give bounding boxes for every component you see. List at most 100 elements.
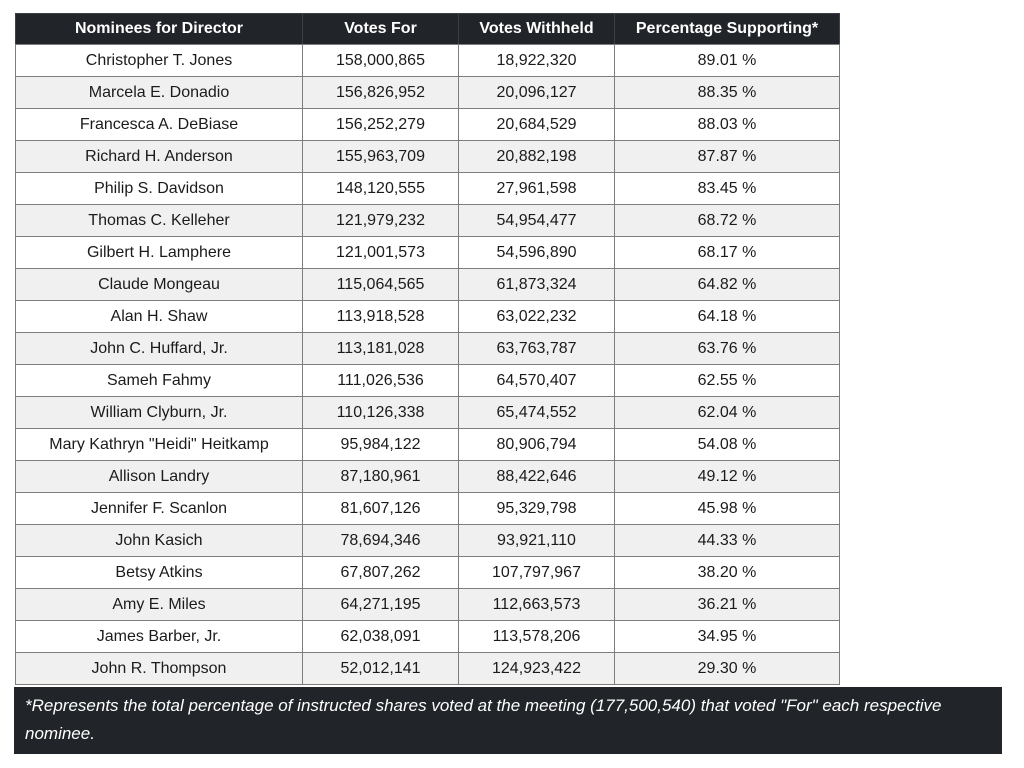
votes-withheld-cell: 54,596,890 — [458, 236, 615, 269]
votes-withheld-cell: 18,922,320 — [458, 44, 615, 77]
column-header-nominees: Nominees for Director — [15, 13, 303, 45]
votes-for-cell: 81,607,126 — [302, 492, 459, 525]
nominee-name-cell: Gilbert H. Lamphere — [15, 236, 303, 269]
table-row: Gilbert H. Lamphere 121,001,573 54,596,890… — [15, 236, 840, 269]
nominee-name-cell: William Clyburn, Jr. — [15, 396, 303, 429]
nominee-name-cell: Alan H. Shaw — [15, 300, 303, 333]
percentage-supporting-cell: 44.33 % — [614, 524, 840, 557]
table-row: Allison Landry 87,180,961 88,422,646 49.12 … — [15, 460, 840, 493]
percentage-supporting-cell: 87.87 % — [614, 140, 840, 173]
votes-withheld-cell: 20,684,529 — [458, 108, 615, 141]
votes-withheld-cell: 64,570,407 — [458, 364, 615, 397]
table-row: Amy E. Miles 64,271,195 112,663,573 36.21 % — [15, 588, 840, 621]
table-row: James Barber, Jr. 62,038,091 113,578,206 34… — [15, 620, 840, 653]
percentage-supporting-cell: 54.08 % — [614, 428, 840, 461]
table-header-row: Nominees for Director Votes For Votes Wi… — [15, 13, 840, 45]
votes-withheld-cell: 20,882,198 — [458, 140, 615, 173]
table-row: Christopher T. Jones 158,000,865 18,922,32… — [15, 44, 840, 77]
votes-withheld-cell: 95,329,798 — [458, 492, 615, 525]
votes-withheld-cell: 27,961,598 — [458, 172, 615, 205]
votes-withheld-cell: 61,873,324 — [458, 268, 615, 301]
nominee-name-cell: Sameh Fahmy — [15, 364, 303, 397]
table-row: Francesca A. DeBiase 156,252,279 20,684,52… — [15, 108, 840, 141]
nominee-name-cell: John R. Thompson — [15, 652, 303, 685]
table-row: John C. Huffard, Jr. 113,181,028 63,763,78… — [15, 332, 840, 365]
column-header-votes-for: Votes For — [302, 13, 459, 45]
votes-for-cell: 158,000,865 — [302, 44, 459, 77]
table-row: Thomas C. Kelleher 121,979,232 54,954,477 6… — [15, 204, 840, 237]
votes-for-cell: 148,120,555 — [302, 172, 459, 205]
votes-withheld-cell: 80,906,794 — [458, 428, 615, 461]
table-row: Marcela E. Donadio 156,826,952 20,096,127 8… — [15, 76, 840, 109]
votes-for-cell: 67,807,262 — [302, 556, 459, 589]
table-row: William Clyburn, Jr. 110,126,338 65,474,55… — [15, 396, 840, 429]
percentage-supporting-cell: 88.35 % — [614, 76, 840, 109]
percentage-supporting-cell: 64.18 % — [614, 300, 840, 333]
table-row: Betsy Atkins 67,807,262 107,797,967 38.20 % — [15, 556, 840, 589]
nominee-name-cell: Christopher T. Jones — [15, 44, 303, 77]
column-header-votes-withheld: Votes Withheld — [458, 13, 615, 45]
votes-withheld-cell: 124,923,422 — [458, 652, 615, 685]
votes-for-cell: 78,694,346 — [302, 524, 459, 557]
nominee-name-cell: Mary Kathryn "Heidi" Heitkamp — [15, 428, 303, 461]
percentage-supporting-cell: 49.12 % — [614, 460, 840, 493]
percentage-supporting-cell: 68.72 % — [614, 204, 840, 237]
nominee-name-cell: Marcela E. Donadio — [15, 76, 303, 109]
votes-withheld-cell: 112,663,573 — [458, 588, 615, 621]
table-row: Sameh Fahmy 111,026,536 64,570,407 62.55 % — [15, 364, 840, 397]
votes-withheld-cell: 93,921,110 — [458, 524, 615, 557]
nominee-name-cell: Thomas C. Kelleher — [15, 204, 303, 237]
nominee-name-cell: John Kasich — [15, 524, 303, 557]
votes-for-cell: 113,181,028 — [302, 332, 459, 365]
nominee-name-cell: Allison Landry — [15, 460, 303, 493]
votes-for-cell: 113,918,528 — [302, 300, 459, 333]
percentage-supporting-cell: 64.82 % — [614, 268, 840, 301]
table-row: Claude Mongeau 115,064,565 61,873,324 64.82… — [15, 268, 840, 301]
votes-withheld-cell: 63,022,232 — [458, 300, 615, 333]
nominee-name-cell: Philip S. Davidson — [15, 172, 303, 205]
nominee-name-cell: Richard H. Anderson — [15, 140, 303, 173]
nominee-name-cell: Jennifer F. Scanlon — [15, 492, 303, 525]
percentage-supporting-cell: 38.20 % — [614, 556, 840, 589]
votes-withheld-cell: 65,474,552 — [458, 396, 615, 429]
table-row: Alan H. Shaw 113,918,528 63,022,232 64.18 % — [15, 300, 840, 333]
column-header-percentage: Percentage Supporting* — [614, 13, 840, 45]
percentage-supporting-cell: 34.95 % — [614, 620, 840, 653]
votes-for-cell: 87,180,961 — [302, 460, 459, 493]
table-row: Jennifer F. Scanlon 81,607,126 95,329,798 4… — [15, 492, 840, 525]
footnote: *Represents the total percentage of inst… — [14, 687, 1002, 755]
votes-withheld-cell: 20,096,127 — [458, 76, 615, 109]
nominee-name-cell: Amy E. Miles — [15, 588, 303, 621]
nominee-name-cell: James Barber, Jr. — [15, 620, 303, 653]
votes-withheld-cell: 63,763,787 — [458, 332, 615, 365]
table-row: Philip S. Davidson 148,120,555 27,961,598 8… — [15, 172, 840, 205]
percentage-supporting-cell: 62.04 % — [614, 396, 840, 429]
percentage-supporting-cell: 88.03 % — [614, 108, 840, 141]
votes-for-cell: 121,979,232 — [302, 204, 459, 237]
votes-withheld-cell: 113,578,206 — [458, 620, 615, 653]
nominee-name-cell: John C. Huffard, Jr. — [15, 332, 303, 365]
percentage-supporting-cell: 63.76 % — [614, 332, 840, 365]
votes-for-cell: 52,012,141 — [302, 652, 459, 685]
percentage-supporting-cell: 68.17 % — [614, 236, 840, 269]
table-row: Mary Kathryn "Heidi" Heitkamp 95,984,122 8… — [15, 428, 840, 461]
votes-for-cell: 156,826,952 — [302, 76, 459, 109]
percentage-supporting-cell: 29.30 % — [614, 652, 840, 685]
percentage-supporting-cell: 36.21 % — [614, 588, 840, 621]
nominee-name-cell: Betsy Atkins — [15, 556, 303, 589]
percentage-supporting-cell: 45.98 % — [614, 492, 840, 525]
table-row: John Kasich 78,694,346 93,921,110 44.33 % — [15, 524, 840, 557]
director-votes-table: Nominees for Director Votes For Votes Wi… — [15, 13, 840, 685]
nominee-name-cell: Claude Mongeau — [15, 268, 303, 301]
votes-for-cell: 121,001,573 — [302, 236, 459, 269]
votes-withheld-cell: 54,954,477 — [458, 204, 615, 237]
votes-for-cell: 110,126,338 — [302, 396, 459, 429]
percentage-supporting-cell: 89.01 % — [614, 44, 840, 77]
votes-for-cell: 95,984,122 — [302, 428, 459, 461]
votes-for-cell: 156,252,279 — [302, 108, 459, 141]
percentage-supporting-cell: 83.45 % — [614, 172, 840, 205]
votes-for-cell: 155,963,709 — [302, 140, 459, 173]
votes-for-cell: 115,064,565 — [302, 268, 459, 301]
votes-for-cell: 62,038,091 — [302, 620, 459, 653]
